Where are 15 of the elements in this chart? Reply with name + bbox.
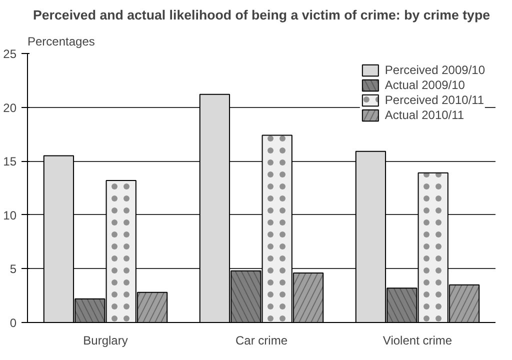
y-tick-label: 15 bbox=[3, 154, 17, 169]
x-tick-label: Car crime bbox=[236, 334, 288, 348]
x-tick-label: Violent crime bbox=[382, 334, 452, 348]
y-tick-label: 25 bbox=[3, 47, 17, 61]
legend-label: Perceived 2009/10 bbox=[384, 63, 485, 77]
chart-title: Perceived and actual likelihood of being a victim of crime: by crime type bbox=[33, 8, 490, 22]
y-axis-title: Percentages bbox=[28, 34, 95, 48]
y-tick-label: 5 bbox=[10, 262, 17, 276]
y-tick-label: 10 bbox=[3, 208, 17, 222]
x-tick-label: Burglary bbox=[83, 334, 128, 348]
legend-label: Actual 2010/11 bbox=[384, 108, 464, 122]
legend-label: Actual 2009/10 bbox=[384, 78, 465, 92]
y-tick-label: 20 bbox=[3, 100, 17, 115]
legend-label: Perceived 2010/11 bbox=[384, 93, 484, 107]
y-tick-label: 0 bbox=[10, 316, 17, 330]
